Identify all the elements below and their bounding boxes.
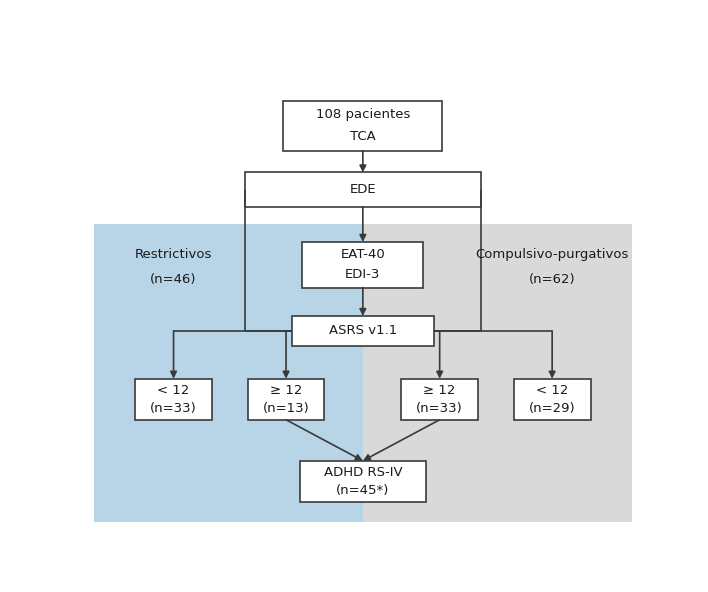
Text: (n=46): (n=46) [150, 273, 197, 286]
Text: (n=33): (n=33) [150, 401, 197, 414]
FancyBboxPatch shape [292, 316, 434, 346]
FancyBboxPatch shape [135, 379, 212, 420]
FancyBboxPatch shape [514, 379, 590, 420]
FancyBboxPatch shape [299, 461, 426, 502]
FancyBboxPatch shape [401, 379, 478, 420]
Text: < 12: < 12 [157, 384, 190, 397]
Text: EAT-40: EAT-40 [341, 249, 385, 261]
Bar [94, 224, 363, 522]
Text: (n=45*): (n=45*) [336, 484, 389, 497]
Text: Restrictivos: Restrictivos [135, 248, 212, 261]
Text: (n=33): (n=33) [416, 401, 463, 414]
Bar [363, 224, 632, 522]
FancyBboxPatch shape [248, 379, 324, 420]
Text: ASRS v1.1: ASRS v1.1 [329, 324, 397, 337]
Text: EDI-3: EDI-3 [346, 268, 380, 281]
Text: (n=29): (n=29) [529, 401, 576, 414]
Text: TCA: TCA [350, 130, 376, 143]
FancyBboxPatch shape [283, 101, 442, 151]
Text: (n=62): (n=62) [529, 273, 576, 286]
Text: Compulsivo-purgativos: Compulsivo-purgativos [476, 248, 629, 261]
FancyBboxPatch shape [302, 242, 423, 288]
FancyBboxPatch shape [245, 172, 481, 207]
Text: ≥ 12: ≥ 12 [270, 384, 302, 397]
Text: EDE: EDE [350, 183, 376, 196]
Text: ADHD RS-IV: ADHD RS-IV [324, 466, 402, 479]
Text: (n=13): (n=13) [263, 401, 309, 414]
Text: ≥ 12: ≥ 12 [423, 384, 456, 397]
Text: 108 pacientes: 108 pacientes [316, 108, 410, 121]
Text: < 12: < 12 [536, 384, 569, 397]
